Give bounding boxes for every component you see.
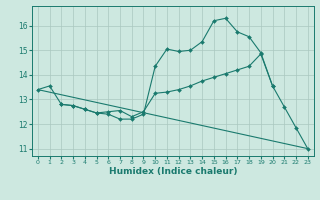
X-axis label: Humidex (Indice chaleur): Humidex (Indice chaleur) [108,167,237,176]
